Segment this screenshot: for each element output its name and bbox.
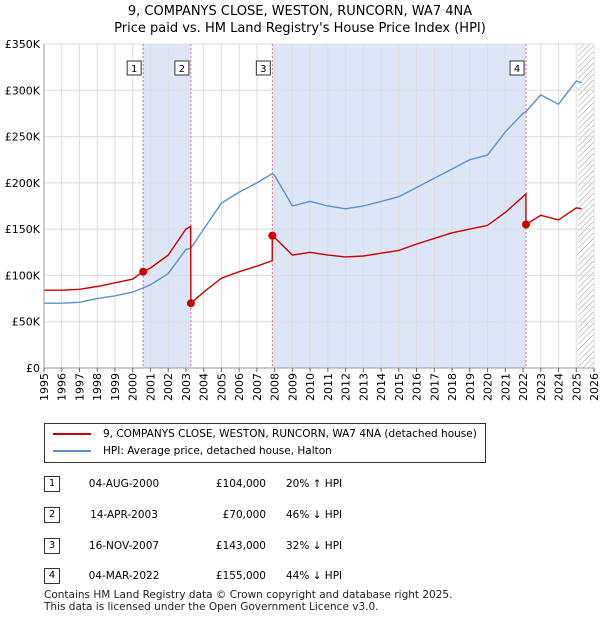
y-tick-label: £150K [5,223,41,236]
x-tick-label: 2022 [517,373,530,401]
y-tick-label: £100K [5,269,41,282]
legend-item-hpi: HPI: Average price, detached house, Halt… [53,445,332,461]
y-tick-label: £300K [5,84,41,97]
legend-swatch-hpi [53,450,91,452]
legend-label-hpi: HPI: Average price, detached house, Halt… [103,445,332,457]
x-tick-label: 2013 [357,373,370,401]
table-row: 3 16-NOV-2007 £143,000 32% ↓ HPI [44,538,544,556]
sale-point [268,231,277,240]
x-tick-label: 2011 [322,373,335,401]
transaction-date: 04-MAR-2022 [88,570,160,582]
y-tick-label: £350K [5,38,41,51]
transaction-hpi: 44% ↓ HPI [286,570,343,582]
x-tick-label: 2017 [428,373,441,401]
transaction-marker: 2 [44,507,60,523]
x-tick-label: 2002 [162,373,175,401]
transaction-price: £155,000 [215,570,266,582]
x-tick-label: 2019 [464,373,477,401]
legend-item-property: 9, COMPANYS CLOSE, WESTON, RUNCORN, WA7 … [53,428,477,444]
legend-label-property: 9, COMPANYS CLOSE, WESTON, RUNCORN, WA7 … [103,428,477,440]
x-tick-label: 2023 [535,373,548,401]
transaction-hpi: 46% ↓ HPI [286,509,343,521]
chart-subtitle: Price paid vs. HM Land Registry's House … [114,21,486,36]
transaction-date: 16-NOV-2007 [88,540,160,552]
x-tick-label: 2021 [499,373,512,401]
transaction-hpi: 32% ↓ HPI [286,540,343,552]
x-tick-label: 2020 [482,373,495,401]
footer-licence: This data is licensed under the Open Gov… [44,601,379,613]
x-tick-label: 2025 [570,373,583,401]
x-tick-label: 2004 [198,373,211,401]
footer: Contains HM Land Registry data © Crown c… [44,589,452,613]
x-tick-label: 2007 [251,373,264,401]
x-tick-label: 2014 [375,373,388,401]
x-tick-label: 2024 [553,373,566,401]
footer-copyright: Contains HM Land Registry data © Crown c… [44,589,453,601]
shaded-range [143,44,191,368]
transaction-hpi: 20% ↑ HPI [286,478,343,490]
sale-point [139,267,148,276]
x-tick-label: 2006 [233,373,246,401]
sale-label: 4 [514,64,520,75]
sale-label-box [174,60,190,76]
transaction-price: £70,000 [222,509,266,521]
x-tick-label: 2008 [269,373,282,401]
transaction-price: £143,000 [215,540,266,552]
x-tick-label: 2018 [446,373,459,401]
x-tick-label: 2001 [144,373,157,401]
sale-point [186,299,195,308]
transaction-date: 04-AUG-2000 [88,478,160,490]
sale-label-box [126,60,142,76]
x-tick-label: 2026 [588,373,600,401]
transaction-marker: 3 [44,538,60,554]
sale-point [522,220,531,229]
transaction-price: £104,000 [215,478,266,490]
sale-label-box [509,60,525,76]
transaction-marker: 4 [44,568,60,584]
chart-title: 9, COMPANYS CLOSE, WESTON, RUNCORN, WA7 … [127,4,473,19]
table-row: 4 04-MAR-2022 £155,000 44% ↓ HPI [44,568,544,586]
x-tick-label: 2003 [180,373,193,401]
x-tick-label: 2012 [340,373,353,401]
sale-label: 1 [131,64,137,75]
hpi-series-line [44,80,582,304]
x-tick-label: 1998 [91,373,104,401]
x-tick-label: 1999 [109,373,122,401]
y-tick-label: £200K [5,177,41,190]
x-tick-label: 2016 [411,373,424,401]
y-tick-label: £250K [5,131,41,144]
price-chart: 1 2 3 4 £0 £50K £100K £150K £200K £250K £300K £350K… [5,38,600,401]
hatched-region [578,44,594,368]
table-row: 1 04-AUG-2000 £104,000 20% ↑ HPI [44,476,544,494]
x-tick-label: 1996 [56,373,69,401]
transaction-date: 14-APR-2003 [90,509,158,521]
table-row: 2 14-APR-2003 £70,000 46% ↓ HPI [44,507,544,525]
x-tick-label: 2000 [127,373,140,401]
x-tick-label: 2005 [215,373,228,401]
sale-label: 2 [179,64,185,75]
x-tick-label: 1997 [73,373,86,401]
x-tick-label: 1995 [38,373,51,401]
x-tick-label: 2009 [286,373,299,401]
transaction-marker: 1 [44,476,60,492]
x-tick-label: 2015 [393,373,406,401]
legend: 9, COMPANYS CLOSE, WESTON, RUNCORN, WA7 … [44,423,486,463]
x-tick-label: 2010 [304,373,317,401]
y-tick-label: £50K [12,316,41,329]
sale-label-box [255,60,271,76]
legend-swatch-property [53,433,91,435]
y-tick-label: £0 [26,362,40,375]
sale-label: 3 [260,64,266,75]
